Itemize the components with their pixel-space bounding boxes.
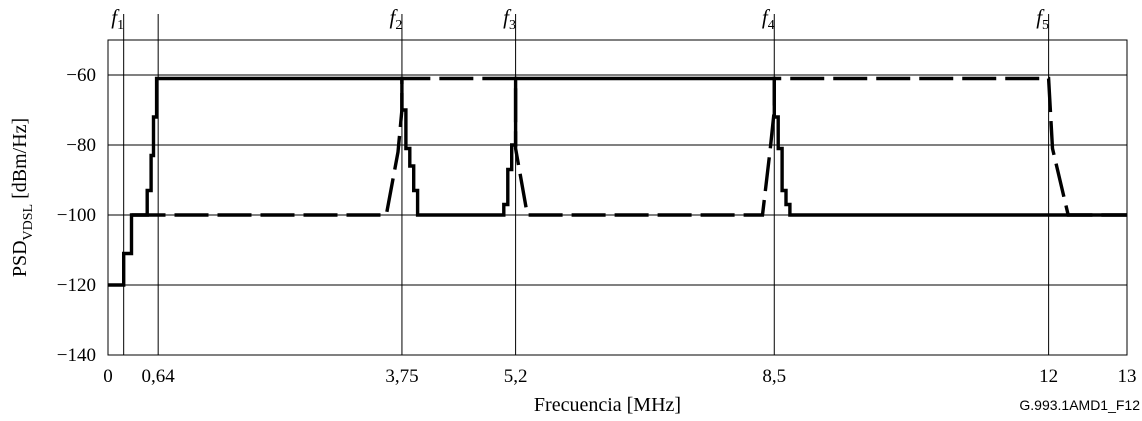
- frequency-markers: f1 f2 f3 f4 f5: [111, 5, 1049, 33]
- y-axis-title-main: PSD: [9, 240, 31, 277]
- grid-lines: [108, 14, 1127, 355]
- freq-marker-label: f2: [390, 5, 403, 33]
- freq-marker-subscript: 2: [395, 18, 402, 33]
- y-axis-title-subscript: VDSL: [21, 204, 36, 241]
- y-tick-label: −60: [66, 65, 96, 86]
- plot-frame: [107, 39, 1128, 356]
- freq-marker-label: f4: [762, 5, 775, 33]
- freq-marker-label: f1: [111, 5, 124, 33]
- x-tick-label: 12: [1039, 366, 1058, 387]
- psd-mask-solid-line: [108, 76, 1127, 287]
- x-tick-label: 3,75: [385, 366, 418, 387]
- freq-marker-subscript: 4: [768, 18, 775, 33]
- freq-marker-subscript: 1: [117, 18, 124, 33]
- freq-marker-subscript: 5: [1042, 18, 1049, 33]
- x-tick-label: 0: [103, 366, 113, 387]
- series-layer: [108, 76, 1127, 287]
- x-tick-labels: 0 0,64 3,75 5,2 8,5 12 13: [103, 366, 1136, 387]
- x-tick-label: 5,2: [504, 366, 528, 387]
- y-tick-label: −140: [57, 345, 96, 366]
- y-tick-labels: −60 −80 −100 −120 −140: [57, 65, 96, 366]
- freq-marker-label: f3: [503, 5, 516, 33]
- figure-id: G.993.1AMD1_F12: [1019, 397, 1140, 413]
- psd-mask-dashed-line: [131, 76, 1127, 217]
- x-axis-title: Frecuencia [MHz]: [534, 394, 681, 416]
- y-axis-title-unit: [dBm/Hz]: [9, 118, 31, 204]
- freq-marker-label: f5: [1036, 5, 1049, 33]
- y-tick-label: −120: [57, 275, 96, 296]
- freq-marker-subscript: 3: [509, 18, 516, 33]
- y-tick-label: −100: [57, 205, 96, 226]
- y-tick-label: −80: [66, 135, 96, 156]
- y-axis-title: PSDVDSL [dBm/Hz]: [9, 118, 36, 277]
- x-tick-label: 8,5: [762, 366, 786, 387]
- x-tick-label: 0,64: [142, 366, 176, 387]
- x-tick-label: 13: [1118, 366, 1137, 387]
